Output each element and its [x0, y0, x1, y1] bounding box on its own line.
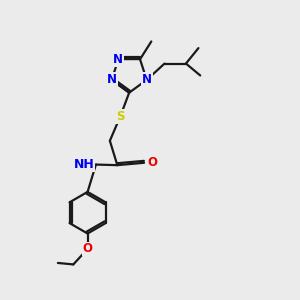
Text: S: S	[116, 110, 124, 123]
Text: N: N	[107, 74, 117, 86]
Text: O: O	[148, 156, 158, 169]
Text: O: O	[82, 242, 93, 256]
Text: N: N	[113, 53, 123, 66]
Text: N: N	[142, 74, 152, 86]
Text: NH: NH	[74, 158, 94, 171]
